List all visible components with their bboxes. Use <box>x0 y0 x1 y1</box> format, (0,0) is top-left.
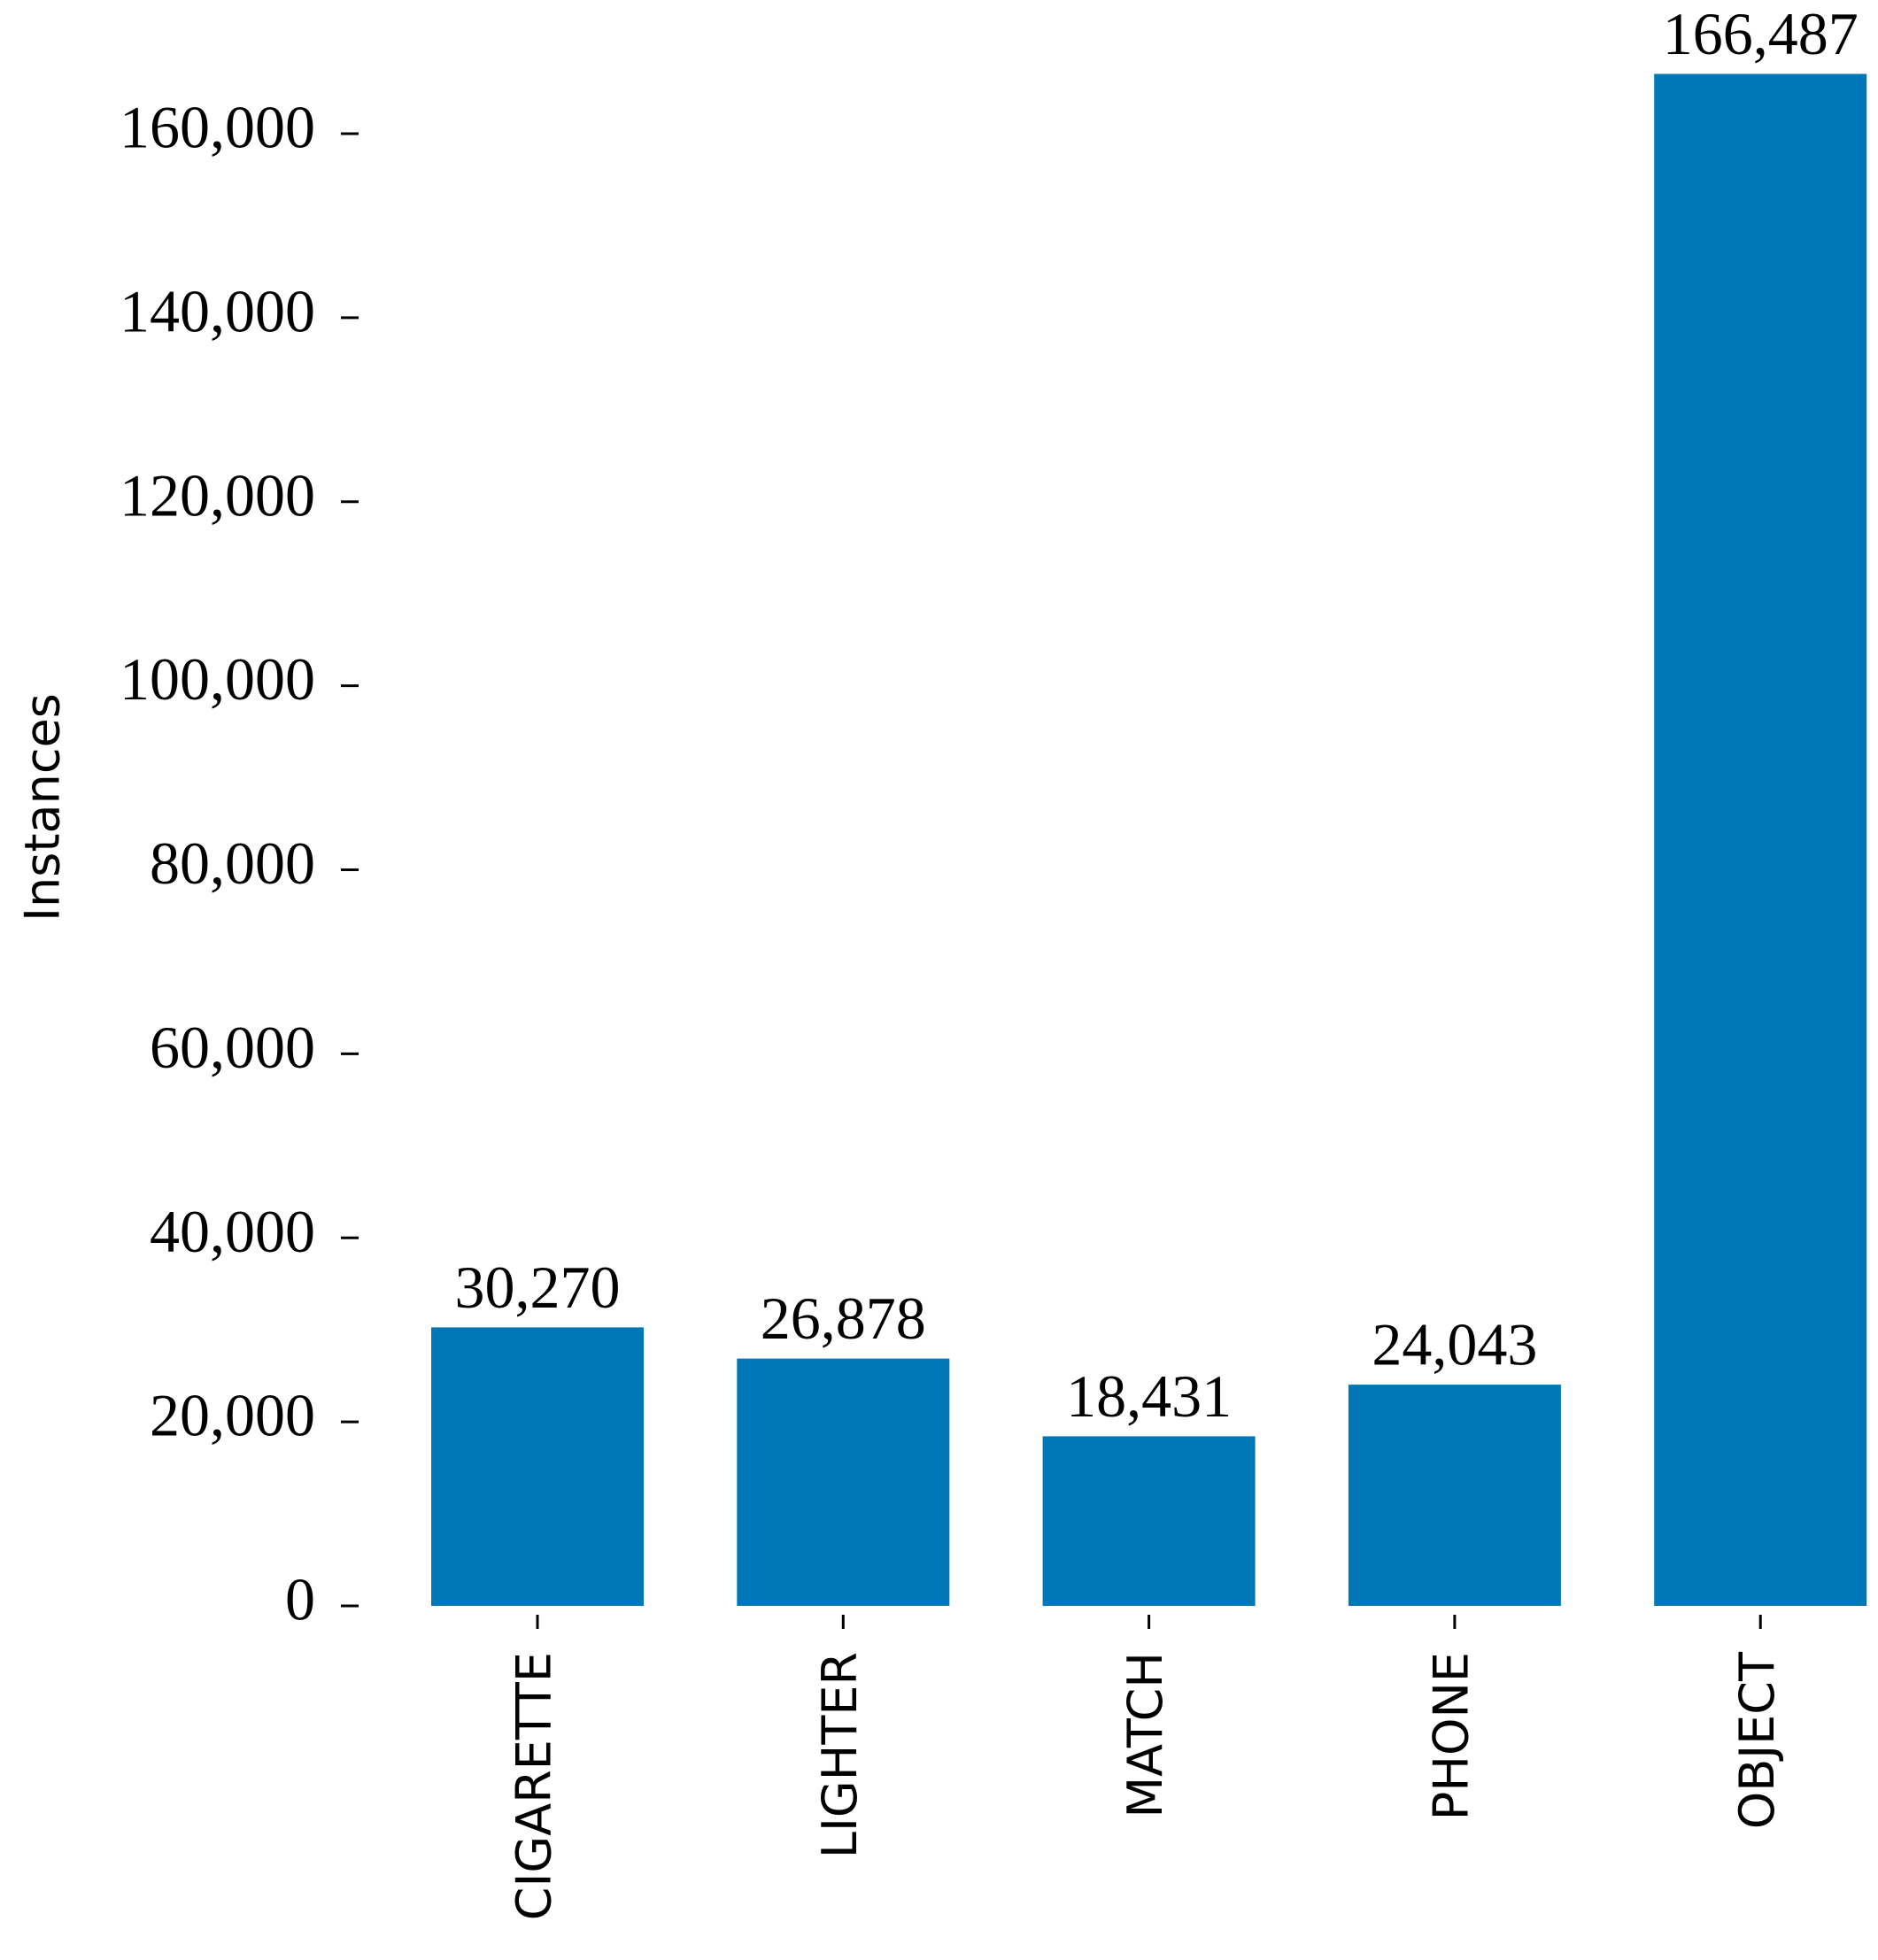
x-tick-label: MATCH <box>1117 1652 1173 1817</box>
bar <box>1654 73 1867 1607</box>
bar <box>737 1358 950 1606</box>
x-tick-label: CIGARETTE <box>506 1652 562 1920</box>
x-tick-label: PHONE <box>1424 1652 1480 1820</box>
value-label: 30,270 <box>455 1254 621 1321</box>
bar <box>1042 1436 1256 1606</box>
value-label: 18,431 <box>1066 1362 1232 1430</box>
x-tick-label: LIGHTER <box>812 1652 868 1858</box>
y-tick-label: 60,000 <box>150 1014 315 1081</box>
y-tick-label: 100,000 <box>120 645 315 713</box>
y-tick-label: 20,000 <box>150 1382 315 1449</box>
value-label: 26,878 <box>761 1285 926 1352</box>
x-tick-label: OBJECT <box>1729 1651 1785 1829</box>
bar <box>1348 1385 1561 1606</box>
value-label: 24,043 <box>1372 1311 1537 1378</box>
y-tick-label: 160,000 <box>120 94 315 161</box>
bar <box>431 1327 644 1606</box>
y-axis-label: Instances <box>15 693 71 922</box>
y-tick-label: 0 <box>285 1566 315 1633</box>
y-tick-label: 40,000 <box>150 1198 315 1265</box>
value-label: 166,487 <box>1663 0 1859 67</box>
y-tick-label: 140,000 <box>120 277 315 344</box>
y-tick-label: 120,000 <box>120 461 315 529</box>
y-tick-label: 80,000 <box>150 830 315 897</box>
